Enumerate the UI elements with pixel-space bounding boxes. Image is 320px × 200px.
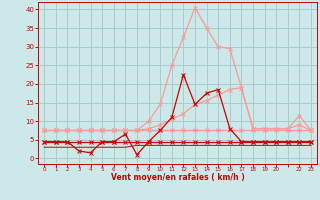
X-axis label: Vent moyen/en rafales ( km/h ): Vent moyen/en rafales ( km/h ) (111, 173, 244, 182)
